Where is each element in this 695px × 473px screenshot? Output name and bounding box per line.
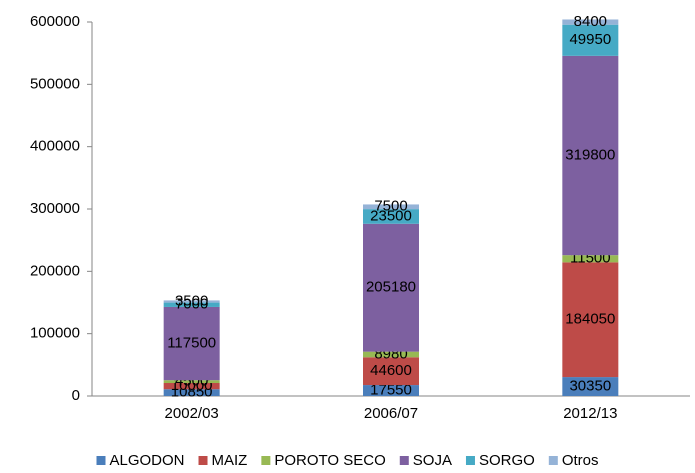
legend-label: SOJA [413,452,452,469]
y-tick-label: 500000 [30,75,80,92]
bar-segment [163,306,220,381]
data-label: 8400 [574,13,607,30]
legend-swatch [96,456,106,465]
bar-segment [363,204,419,210]
bar-segment [163,389,220,396]
bar-segment [163,383,220,390]
bar-segment [562,19,619,25]
bar-segment [363,209,419,224]
x-tick-label: 2002/03 [165,405,219,422]
bar-segment [163,380,220,384]
bar-segment [562,377,619,396]
bar-segment [163,302,220,307]
x-tick-label: 2006/07 [364,405,418,422]
legend-swatch [548,456,558,465]
data-label: 184050 [565,311,615,328]
y-tick-label: 400000 [30,138,80,155]
legend-label: SORGO [479,452,535,469]
y-tick-label: 100000 [30,325,80,342]
data-label: 117500 [167,335,216,352]
y-tick-label: 300000 [30,200,80,217]
data-label: 7000 [175,296,208,313]
bar-segment [562,55,619,256]
legend-swatch [198,456,208,465]
bar-segment [562,262,619,378]
legend-label: MAIZ [212,452,248,469]
bar-segment [363,385,419,396]
y-tick-label: 600000 [30,13,80,30]
legend: ALGODON MAIZ POROTO SECO SOJA SORGO Otros [96,452,599,469]
data-label: 30350 [569,378,611,395]
data-label: 23500 [370,207,412,224]
bar-segment [562,24,619,56]
legend-label: Otros [562,452,599,469]
data-label: 44600 [370,362,412,379]
data-label: 49950 [569,31,611,48]
bar-segment [562,255,619,263]
data-label: 7500 [374,198,407,215]
data-label: 205180 [366,279,416,296]
x-tick-label: 2012/13 [563,405,617,422]
legend-swatch [465,456,475,465]
legend-label: POROTO SECO [274,452,385,469]
y-tick-label: 200000 [30,262,80,279]
legend-label: ALGODON [110,452,185,469]
data-label: 3500 [175,292,208,309]
y-tick-label: 0 [72,387,80,404]
legend-swatch [261,456,271,465]
bar-segment [163,300,220,303]
bar-segment [363,351,419,358]
bar-segment [363,223,419,352]
data-label: 319800 [565,146,615,163]
data-label: 17550 [370,381,412,398]
bar-segment [363,357,419,386]
legend-swatch [399,456,409,465]
